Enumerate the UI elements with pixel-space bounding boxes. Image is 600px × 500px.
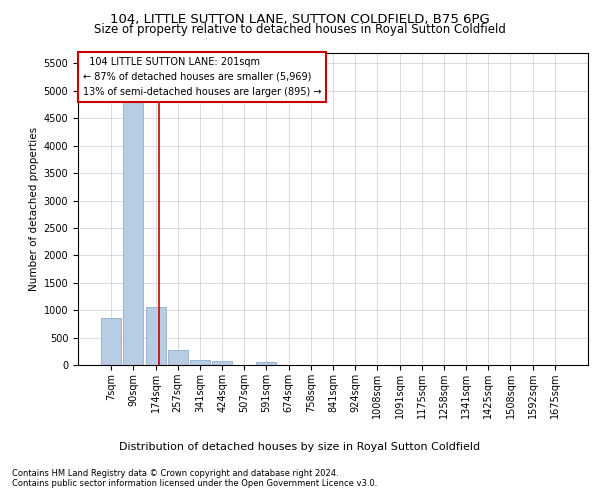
Bar — [101, 318, 121, 365]
Bar — [190, 360, 210, 365]
Bar — [212, 361, 232, 365]
Text: Distribution of detached houses by size in Royal Sutton Coldfield: Distribution of detached houses by size … — [119, 442, 481, 452]
Bar — [168, 350, 188, 365]
Bar — [124, 64, 143, 365]
Bar — [256, 362, 277, 365]
Text: Size of property relative to detached houses in Royal Sutton Coldfield: Size of property relative to detached ho… — [94, 22, 506, 36]
Text: Contains public sector information licensed under the Open Government Licence v3: Contains public sector information licen… — [12, 478, 377, 488]
Text: Contains HM Land Registry data © Crown copyright and database right 2024.: Contains HM Land Registry data © Crown c… — [12, 468, 338, 477]
Text: 104 LITTLE SUTTON LANE: 201sqm  
← 87% of detached houses are smaller (5,969)
13: 104 LITTLE SUTTON LANE: 201sqm ← 87% of … — [83, 57, 322, 97]
Bar — [146, 308, 166, 365]
Text: 104, LITTLE SUTTON LANE, SUTTON COLDFIELD, B75 6PG: 104, LITTLE SUTTON LANE, SUTTON COLDFIEL… — [110, 12, 490, 26]
Y-axis label: Number of detached properties: Number of detached properties — [29, 126, 40, 291]
